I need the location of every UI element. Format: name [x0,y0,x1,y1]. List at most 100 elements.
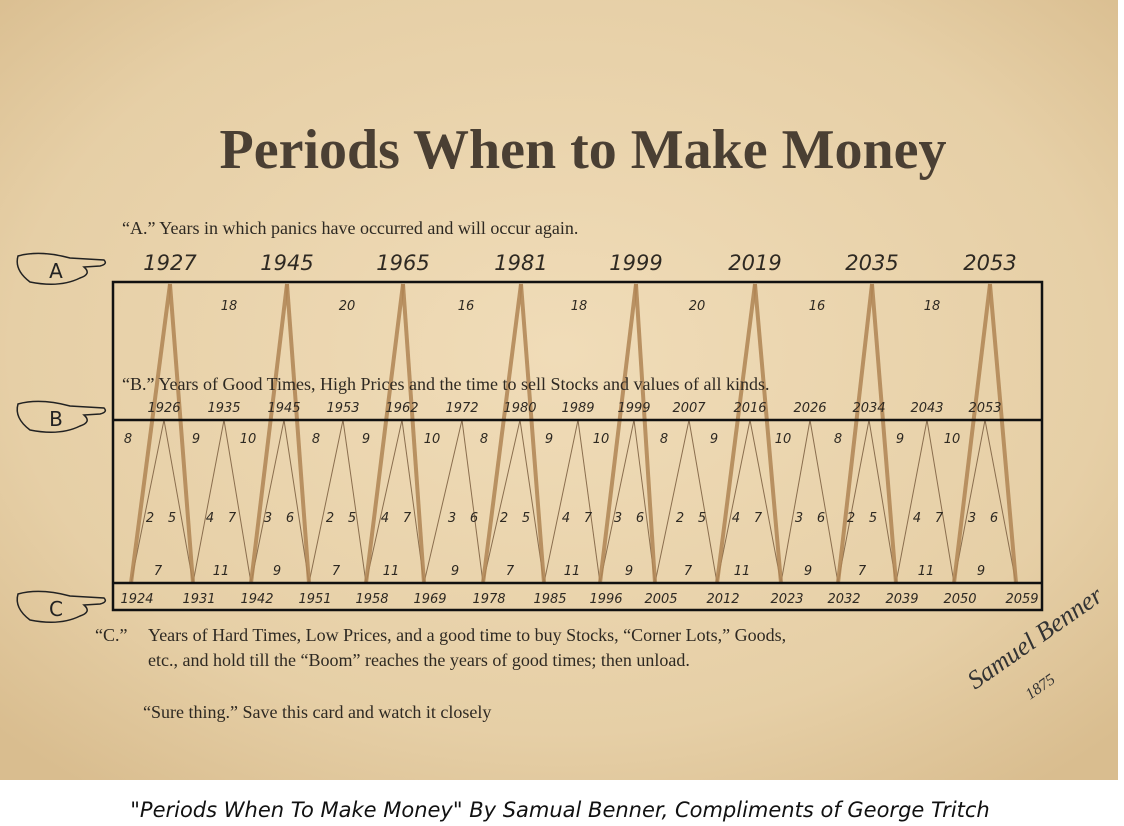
panic-line [249,283,289,584]
section-b-text: “B.” Years of Good Times, High Prices an… [122,374,769,394]
cycle-number: 8 [660,432,668,447]
pointer-letter: A [49,259,63,283]
cycle-number: 5 [168,511,176,526]
cycle-number: 10 [424,432,441,447]
cycle-line [223,419,252,584]
cycle-number: 6 [286,511,294,526]
cycle-number: 10 [775,432,792,447]
good-year: 1999 [617,401,650,416]
cycle-line [461,419,484,584]
cycle-line [192,419,225,584]
cycle-number: 4 [381,511,389,526]
cycle-number: 3 [264,511,272,526]
cycle-number: 9 [804,564,812,579]
cycle-number: 2 [847,511,855,526]
cycle-number: 2 [146,511,154,526]
interval: 18 [924,299,941,314]
cycle-number: 6 [636,511,644,526]
good-year: 2016 [733,401,766,416]
cycle-number: 4 [206,511,214,526]
cycle-number: 8 [834,432,842,447]
cycle-line [809,419,839,584]
panic-year: 2035 [845,251,898,275]
pointer-hand [16,590,107,623]
panic-year: 1965 [376,251,429,275]
cycle-number: 11 [213,564,230,579]
cycle-number: 5 [348,511,356,526]
hard-year: 1931 [182,592,215,607]
panic-year: 1945 [260,251,313,275]
good-year: 2007 [672,401,706,416]
section-c-text: etc., and hold till the “Boom” reaches t… [148,650,690,670]
cycle-number: 7 [684,564,693,579]
cycle-number: 9 [451,564,459,579]
cycle-number: 5 [522,511,530,526]
panic-line [836,283,874,584]
panic-year: 2053 [963,251,1016,275]
cycle-number: 3 [968,511,976,526]
hard-year: 2050 [943,592,976,607]
cycle-line [837,419,870,584]
cycle-number: 11 [918,564,935,579]
cycle-line [716,419,751,584]
hard-year: 2005 [644,592,677,607]
cycle-number: 3 [448,511,456,526]
cycle-number: 10 [593,432,610,447]
good-year: 2053 [968,401,1001,416]
cycle-line [926,419,955,584]
hard-year: 1978 [472,592,505,607]
section-c-text: Years of Hard Times, Low Prices, and a g… [148,625,786,645]
cycle-line [749,419,782,584]
cycle-line [250,419,285,584]
cycle-number: 9 [273,564,281,579]
hard-year: 2059 [1005,592,1038,607]
title: Periods When to Make Money [220,119,947,181]
cycle-number: 11 [734,564,751,579]
hard-year: 2012 [706,592,739,607]
cycle-line [365,419,403,584]
cycle-number: 3 [614,511,622,526]
hard-year: 2039 [885,592,918,607]
hard-year: 1969 [413,592,446,607]
cycle-number: 7 [332,564,341,579]
footer-note: “Sure thing.” Save this card and watch i… [143,702,491,722]
good-year: 2026 [793,401,826,416]
good-year: 1962 [385,401,418,416]
panic-year: 2019 [728,251,781,275]
cycle-number: 9 [710,432,718,447]
cycle-number: 10 [240,432,257,447]
cycle-number: 7 [584,511,593,526]
cycle-number: 9 [625,564,633,579]
good-year: 2034 [852,401,885,416]
interval: 20 [339,299,356,314]
cycle-number: 8 [480,432,488,447]
panic-line [364,283,405,584]
cycle-number: 9 [977,564,985,579]
pointer-letter: B [49,407,63,431]
cycle-line [163,419,194,584]
cycle-number: 9 [545,432,553,447]
pointer-hand [16,252,107,285]
pointer-letter: C [49,597,63,621]
cycle-number: 4 [562,511,570,526]
panic-line [129,283,172,584]
good-year: 1972 [445,401,478,416]
panic-line [519,283,546,584]
cycle-line [868,419,897,584]
panic-year: 1927 [143,251,197,275]
cycle-number: 2 [326,511,334,526]
paper [0,0,1118,780]
cycle-number: 7 [935,511,944,526]
good-year: 1980 [503,401,536,416]
good-year: 1989 [561,401,594,416]
cycle-number: 7 [858,564,867,579]
hard-year: 2032 [827,592,860,607]
interval: 18 [221,299,238,314]
pointer-hand [16,400,107,433]
cycle-line [283,419,310,584]
cycle-number: 2 [500,511,508,526]
cycle-number: 7 [228,511,237,526]
panic-year: 1981 [494,251,547,275]
